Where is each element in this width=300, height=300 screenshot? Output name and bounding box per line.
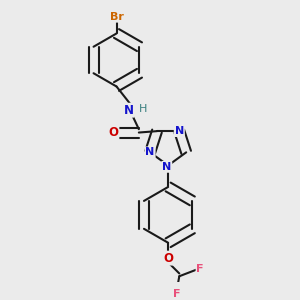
Text: Br: Br: [110, 12, 124, 22]
Text: O: O: [108, 126, 118, 139]
Text: F: F: [173, 290, 180, 299]
Text: N: N: [175, 126, 184, 136]
Text: O: O: [163, 252, 173, 265]
Text: N: N: [146, 147, 155, 158]
Text: N: N: [162, 162, 171, 172]
Text: H: H: [139, 104, 147, 114]
Text: N: N: [124, 104, 134, 117]
Text: F: F: [196, 264, 204, 274]
